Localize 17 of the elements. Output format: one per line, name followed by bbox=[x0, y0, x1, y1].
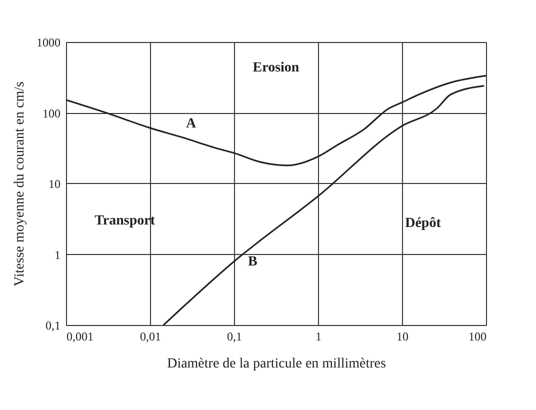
y-axis-title: Vitesse moyenne du courant en cm/s bbox=[12, 82, 28, 286]
annotation: Dépôt bbox=[405, 216, 442, 232]
annotation: Erosion bbox=[252, 60, 300, 76]
y-tick-label: 1 bbox=[54, 248, 60, 262]
x-tick-label: 0,1 bbox=[227, 330, 242, 344]
series-label: B bbox=[248, 254, 258, 270]
x-tick-label: 100 bbox=[468, 330, 486, 344]
x-tick-label: 0,001 bbox=[66, 330, 94, 344]
y-tick-label: 1000 bbox=[36, 36, 60, 50]
y-tick-label: 100 bbox=[42, 106, 60, 120]
series-label: A bbox=[186, 116, 197, 132]
x-tick-label: 1 bbox=[316, 330, 322, 344]
x-axis-title: Diamètre de la particule en millimètres bbox=[167, 356, 386, 372]
x-tick-label: 0,01 bbox=[140, 330, 161, 344]
y-tick-label: 0,1 bbox=[46, 318, 60, 332]
x-tick-label: 10 bbox=[396, 330, 408, 344]
y-tick-label: 10 bbox=[48, 177, 60, 191]
